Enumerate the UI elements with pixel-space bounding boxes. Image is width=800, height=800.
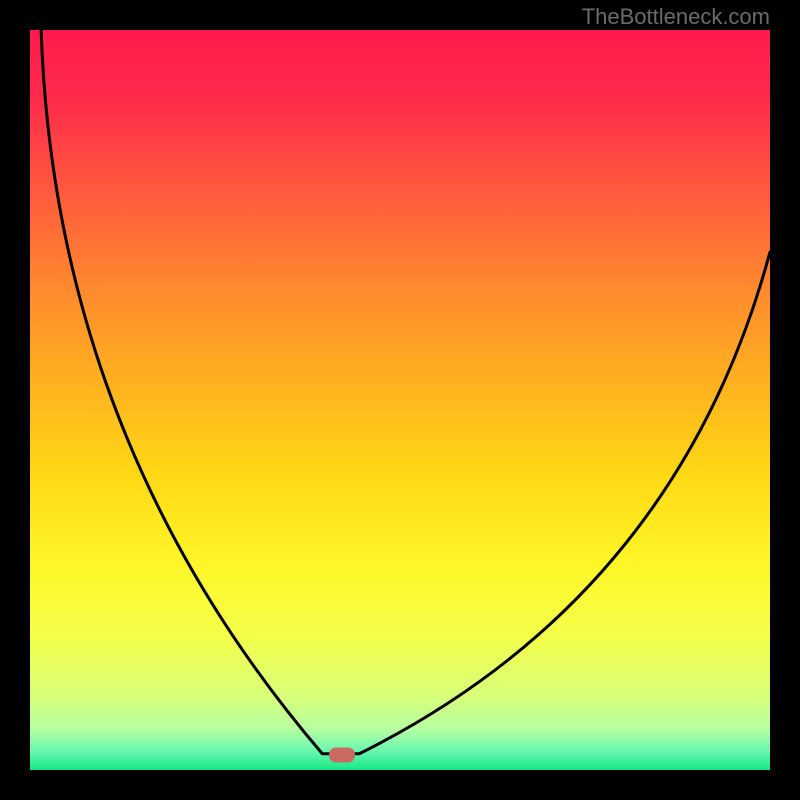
optimal-point-marker bbox=[329, 748, 355, 763]
watermark-text: TheBottleneck.com bbox=[582, 4, 770, 30]
bottleneck-curve bbox=[30, 30, 770, 770]
plot-area bbox=[30, 30, 770, 770]
